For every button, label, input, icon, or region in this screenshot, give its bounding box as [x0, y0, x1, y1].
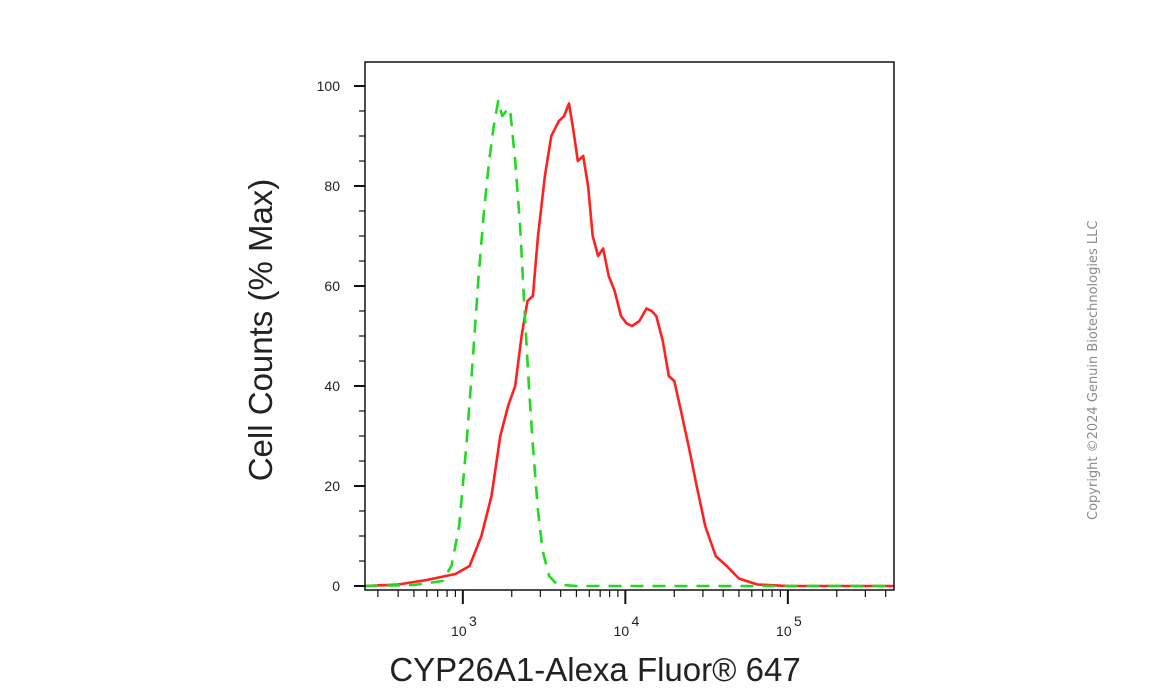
y-tick-label: 60	[324, 278, 340, 294]
series-line-1	[364, 102, 894, 588]
y-axis: 0 20 40 60 80 100	[317, 78, 365, 594]
y-axis-title: Cell Counts (% Max)	[242, 179, 279, 482]
copyright-watermark: Copyright ©2024 Genuin Biotechnologies L…	[1086, 220, 1101, 520]
x-tick-exponent: 3	[469, 613, 477, 629]
y-tick-label: 80	[324, 178, 340, 194]
x-tick-label: 10	[776, 623, 792, 639]
y-tick-label: 20	[324, 478, 340, 494]
x-tick-label: 10	[451, 623, 467, 639]
x-axis-title: CYP26A1-Alexa Fluor® 647	[389, 651, 800, 688]
x-tick-exponent: 5	[794, 613, 802, 629]
plot-frame	[364, 61, 895, 591]
y-tick-label: 40	[324, 378, 340, 394]
x-tick-exponent: 4	[631, 613, 639, 629]
series-layer	[364, 99, 894, 588]
y-tick-label: 0	[332, 578, 340, 594]
y-tick-label: 100	[317, 78, 341, 94]
series-line-2	[364, 99, 894, 588]
x-tick-label: 10	[614, 623, 630, 639]
